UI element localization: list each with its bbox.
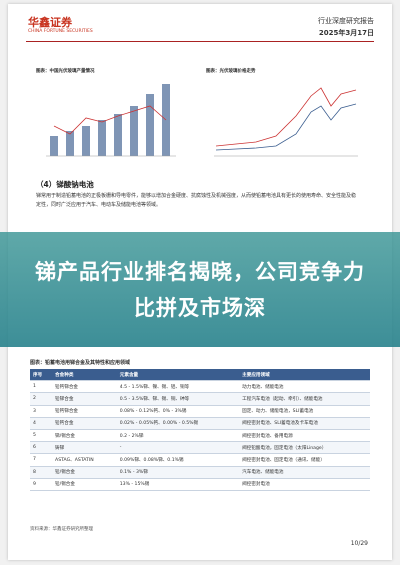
table-cell: 0.02% - 0.05%钙、0.00% - 0.5%锡 <box>116 417 240 430</box>
table-cell: 8 <box>30 466 53 479</box>
figure-chart <box>46 84 176 157</box>
table-cell: 锑/锡合金 <box>52 429 117 443</box>
table-cell: 汽车电池、储能电池 <box>239 466 370 479</box>
line <box>215 103 357 151</box>
report-date: 2025年3月17日 <box>318 29 374 37</box>
table-cell: 6 <box>30 441 53 455</box>
table-body: 1 铅钙锑合金 4.5 - 1.5%锑、镍、锡、铝、铜等 动力电池、储能电池 2 铅锑合金… <box>30 380 370 491</box>
bars <box>50 84 170 156</box>
table-cell: 工程汽车电池（起动、牵引）、储能电池 <box>239 392 370 406</box>
table-cell: 5 <box>30 429 53 443</box>
table-row: 8 铅/锡合金 0.1% - 3%锑 汽车电池、储能电池 <box>30 466 370 479</box>
table-cell: 1 <box>30 380 53 394</box>
line <box>215 87 357 147</box>
table-cell: 动力电池、储能电池 <box>239 380 370 394</box>
table-cell: ASTAG、ASTATIN <box>52 453 117 467</box>
table-cell: 13% - 15%锡 <box>116 478 240 491</box>
table-cell: 阀控密封电池、SLI蓄电池及卡车电池 <box>239 417 370 430</box>
table-row: 1 铅钙锑合金 4.5 - 1.5%锑、镍、锡、铝、铜等 动力电池、储能电池 <box>30 380 370 394</box>
table-row: 9 铅/锡合金 13% - 15%锡 阀控密封电池 <box>30 478 370 491</box>
paragraph: 锑常用于制造铅蓄电池的正极板栅和导电零件，能够以增加合金硬度、抗腐蚀性及机械强度… <box>36 193 357 208</box>
table-cell: 3 <box>30 405 53 418</box>
table-row: 4 铅钙合金 0.02% - 0.05%钙、0.00% - 0.5%锡 阀控密封电池、… <box>30 417 370 430</box>
overlay-title: 锑产品行业排名揭晓，公司竞争力比拼及市场深 <box>35 259 365 320</box>
column-header: 序号 <box>30 369 53 382</box>
table-cell: 2 <box>30 392 53 406</box>
figure-title: 图表：光伏玻璃价格走势 <box>206 69 256 74</box>
table-cell: 固定、动力、储能电池，SLI蓄电池 <box>239 405 370 418</box>
column-header: 主要应用领域 <box>239 369 370 382</box>
table-cell: 铅锑合金 <box>52 392 117 406</box>
table-cell: 铅/锡合金 <box>52 478 117 491</box>
table-cell: 0.5 - 3.5%锑、锑、锡、铜、砷等 <box>116 392 240 406</box>
line <box>53 105 167 135</box>
source-note: 资料来源：华鑫证券研究所整理 <box>30 527 93 532</box>
table-cell: 铅钙合金 <box>52 417 117 430</box>
table-cell: - <box>116 441 240 455</box>
table-header: 序号 合金种类 元素含量 主要应用领域 <box>30 369 370 382</box>
table-cell: 0.2 - 2%锑 <box>116 429 240 443</box>
figure-chart <box>214 87 358 157</box>
table-cell: 4 <box>30 417 53 430</box>
header-rule <box>26 41 374 42</box>
column-header: 元素含量 <box>116 369 240 382</box>
table-row: 5 锑/锡合金 0.2 - 2%锑 阀控密封电池、备用电源 <box>30 429 370 443</box>
table-cell: 铅/锡合金 <box>52 466 117 479</box>
table-cell: 7 <box>30 453 53 467</box>
table-cell: 0.08% - 0.12%钙、0% - 3%锡 <box>116 405 240 418</box>
table-cell: 铅钙锑合金 <box>52 380 117 394</box>
table-cell: 铸锑 <box>52 441 117 455</box>
page-number: 10/29 <box>350 540 368 547</box>
table-title: 图表：铅蓄电池用锑合金及其特性和应用领域 <box>30 360 131 366</box>
table-cell: 4.5 - 1.5%锑、镍、锡、铝、铜等 <box>116 380 240 394</box>
table-cell: 阀控密封电池 <box>239 478 370 491</box>
figure-title: 图表：中国光伏玻璃产量情况 <box>36 69 95 74</box>
table-cell: 阀控铅酸电池，固定电池（太阳Linage） <box>239 441 370 455</box>
overlay-banner: 锑产品行业排名揭晓，公司竞争力比拼及市场深 <box>0 232 400 347</box>
logo-subtitle: CHINA FORTUNE SECURITIES <box>28 29 93 34</box>
table: 序号 合金种类 元素含量 主要应用领域 1 铅钙锑合金 4.5 - 1.5%锑、镍、锡、铝、… <box>30 369 370 491</box>
table-cell: 0.09%锑、0.08%锑、0.1%锡 <box>116 453 240 467</box>
table-row: 6 铸锑 - 阀控铅酸电池，固定电池（太阳Linage） <box>30 441 370 455</box>
table-row: 7 ASTAG、ASTATIN 0.09%锑、0.08%锑、0.1%锡 阀控密封电池、… <box>30 453 370 467</box>
table-row: 3 铅钙锑合金 0.08% - 0.12%钙、0% - 3%锡 固定、动力、储能电池，… <box>30 405 370 418</box>
table-cell: 阀控密封电池、备用电源 <box>239 429 370 443</box>
section-heading: （4）锑酸钠电池 <box>36 180 94 189</box>
logo: 华鑫证券 <box>28 16 72 29</box>
table-cell: 铅钙锑合金 <box>52 405 117 418</box>
table-row: 2 铅锑合金 0.5 - 3.5%锑、锑、锡、铜、砷等 工程汽车电池（起动、牵引）、储… <box>30 392 370 406</box>
column-header: 合金种类 <box>52 369 117 382</box>
table-cell: 9 <box>30 478 53 491</box>
report-type: 行业深度研究报告 <box>318 17 374 25</box>
table-cell: 阀控密封电池、固定电池（通讯、储能） <box>239 453 370 467</box>
table-cell: 0.1% - 3%锑 <box>116 466 240 479</box>
